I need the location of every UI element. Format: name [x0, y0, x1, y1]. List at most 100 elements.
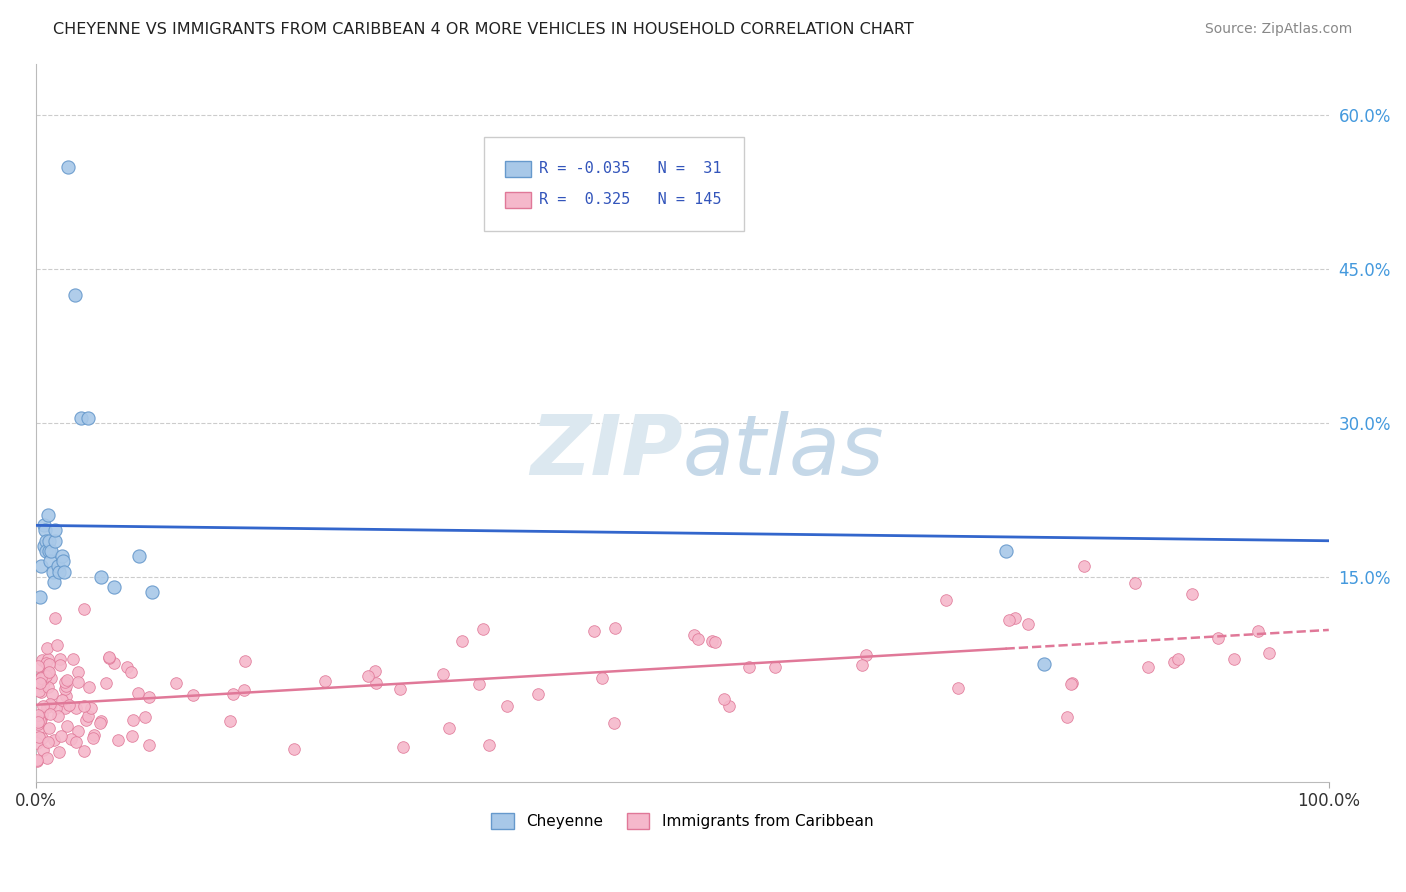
Point: [851, 658, 873, 673]
Point: [32, 699, 55, 714]
Point: [181, 688, 204, 702]
Point: [27, 723, 49, 738]
Point: [30, 712, 52, 726]
Point: [688, 632, 710, 647]
Point: [138, 738, 160, 752]
Point: [39, 698, 62, 713]
Point: [703, 635, 725, 649]
Point: [1163, 655, 1185, 669]
Point: [44, 611, 66, 625]
Point: [34, 656, 56, 670]
Point: [603, 621, 626, 635]
Point: [73, 744, 96, 758]
Point: [478, 738, 501, 752]
Point: [28, 676, 51, 690]
Point: [233, 683, 256, 698]
Point: [120, 665, 142, 680]
Point: [27, 675, 49, 690]
Point: [48, 657, 70, 672]
Legend: Cheyenne, Immigrants from Caribbean: Cheyenne, Immigrants from Caribbean: [485, 806, 879, 835]
Point: [103, 580, 125, 594]
Point: [994, 544, 1017, 558]
Point: [1073, 559, 1095, 574]
Point: [35, 751, 58, 765]
Point: [90, 569, 112, 583]
Point: [48, 746, 70, 760]
Point: [83, 727, 105, 741]
Point: [70, 410, 93, 425]
Point: [48, 565, 70, 579]
Point: [1167, 651, 1189, 665]
Point: [1181, 587, 1204, 601]
Point: [935, 592, 957, 607]
Point: [62, 652, 84, 666]
Point: [1125, 575, 1147, 590]
Point: [30, 669, 52, 683]
Point: [67, 665, 90, 680]
Point: [30, 714, 52, 729]
Point: [219, 714, 242, 728]
Point: [38, 544, 60, 558]
Point: [526, 687, 548, 701]
Point: [90, 714, 112, 729]
Point: [46, 559, 69, 574]
Point: [1208, 632, 1230, 646]
Point: [82, 731, 104, 745]
Point: [97, 649, 120, 664]
Point: [389, 682, 412, 697]
Point: [55, 689, 77, 703]
Point: [42, 574, 65, 589]
Point: [591, 671, 613, 685]
Point: [53, 681, 76, 696]
Point: [44, 733, 66, 747]
Point: [37, 508, 59, 522]
Point: [67, 724, 90, 739]
Point: [25, 753, 48, 767]
Point: [67, 675, 90, 690]
Point: [121, 729, 143, 743]
Point: [89, 715, 111, 730]
Point: [1004, 610, 1026, 624]
Point: [56, 673, 79, 688]
Point: [1223, 652, 1246, 666]
Point: [141, 585, 163, 599]
Point: [283, 742, 305, 756]
Point: [42, 565, 65, 579]
Point: [51, 729, 73, 743]
Point: [1060, 677, 1083, 691]
Point: [37, 680, 59, 694]
Point: [35, 544, 58, 558]
Point: [37, 652, 59, 666]
Text: Source: ZipAtlas.com: Source: ZipAtlas.com: [1205, 22, 1353, 37]
Point: [1062, 676, 1084, 690]
Point: [51, 693, 73, 707]
Point: [31, 653, 53, 667]
Point: [79, 680, 101, 694]
Point: [55, 701, 77, 715]
Point: [65, 735, 87, 749]
Point: [27, 716, 49, 731]
Point: [34, 524, 56, 538]
Point: [127, 686, 149, 700]
Point: [713, 692, 735, 706]
Point: [25, 675, 48, 690]
Text: R = -0.035   N =  31: R = -0.035 N = 31: [538, 161, 721, 176]
Point: [72, 698, 94, 713]
Point: [28, 730, 51, 744]
Point: [44, 533, 66, 548]
Point: [1056, 710, 1078, 724]
Text: ZIP: ZIP: [530, 411, 682, 492]
Point: [115, 660, 138, 674]
Point: [44, 524, 66, 538]
Point: [38, 657, 60, 671]
Text: R =  0.325   N = 145: R = 0.325 N = 145: [538, 192, 721, 207]
Point: [27, 707, 49, 722]
Point: [45, 701, 67, 715]
Point: [432, 666, 454, 681]
Point: [31, 731, 53, 746]
Point: [134, 709, 156, 723]
Point: [700, 634, 723, 648]
Point: [31, 672, 53, 686]
Text: atlas: atlas: [682, 411, 884, 492]
Point: [1137, 660, 1160, 674]
